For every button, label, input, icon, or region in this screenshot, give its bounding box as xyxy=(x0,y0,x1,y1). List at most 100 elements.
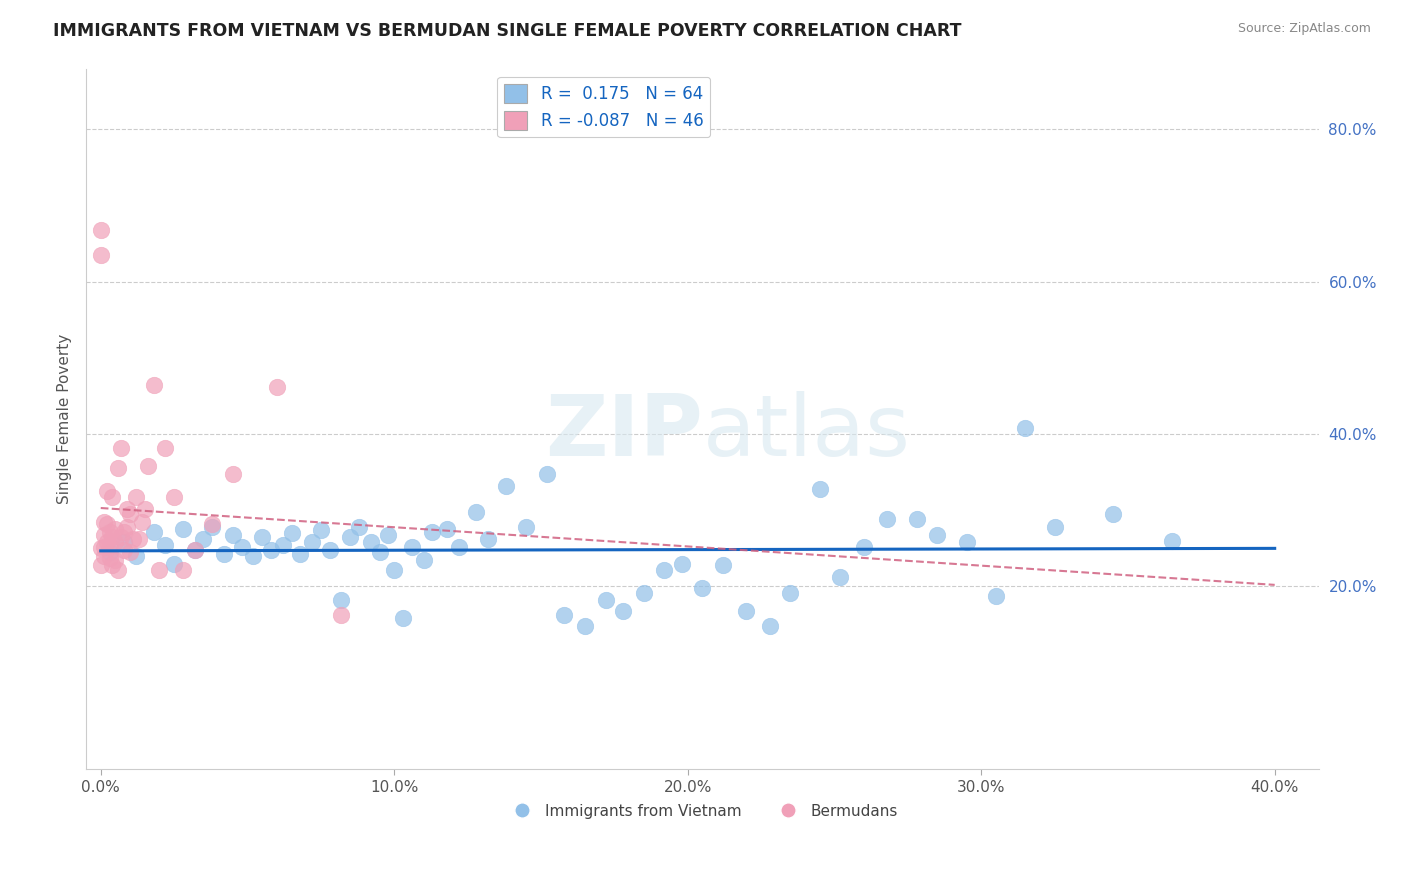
Point xyxy=(96,516,118,531)
Point xyxy=(553,608,575,623)
Point xyxy=(222,467,245,481)
Point xyxy=(1014,421,1036,435)
Point xyxy=(120,545,142,559)
Point xyxy=(107,563,129,577)
Point xyxy=(612,604,634,618)
Point xyxy=(183,543,205,558)
Point xyxy=(412,553,434,567)
Point xyxy=(290,548,312,562)
Point xyxy=(142,377,165,392)
Point xyxy=(536,467,558,481)
Point xyxy=(98,550,121,565)
Point xyxy=(330,593,353,607)
Point xyxy=(172,522,194,536)
Point xyxy=(155,538,177,552)
Point xyxy=(595,593,617,607)
Point xyxy=(447,540,470,554)
Point xyxy=(98,524,121,539)
Point xyxy=(280,526,302,541)
Point xyxy=(477,533,499,547)
Point xyxy=(692,581,714,595)
Point xyxy=(309,523,332,537)
Point xyxy=(90,223,112,237)
Point xyxy=(266,380,288,394)
Point xyxy=(382,563,405,577)
Point xyxy=(122,533,145,547)
Point xyxy=(90,248,112,262)
Point xyxy=(193,533,215,547)
Point xyxy=(1043,520,1066,534)
Point xyxy=(155,441,177,455)
Point xyxy=(984,589,1007,603)
Point xyxy=(905,512,928,526)
Point xyxy=(465,505,488,519)
Point xyxy=(93,549,115,563)
Point xyxy=(495,479,517,493)
Point xyxy=(98,540,121,554)
Point xyxy=(96,535,118,549)
Point xyxy=(222,527,245,541)
Point xyxy=(927,527,949,541)
Point xyxy=(330,608,353,623)
Point xyxy=(231,540,253,554)
Point xyxy=(671,557,693,571)
Point xyxy=(90,558,112,573)
Point xyxy=(652,563,675,577)
Text: Source: ZipAtlas.com: Source: ZipAtlas.com xyxy=(1237,22,1371,36)
Point xyxy=(808,482,831,496)
Point xyxy=(148,563,170,577)
Point xyxy=(104,522,127,536)
Point xyxy=(125,490,148,504)
Point xyxy=(422,524,444,539)
Legend: Immigrants from Vietnam, Bermudans: Immigrants from Vietnam, Bermudans xyxy=(501,797,904,825)
Point xyxy=(125,549,148,563)
Point xyxy=(242,549,264,563)
Point xyxy=(163,557,186,571)
Point xyxy=(759,619,782,633)
Point xyxy=(96,484,118,499)
Point xyxy=(142,524,165,539)
Text: ZIP: ZIP xyxy=(544,392,703,475)
Point xyxy=(401,540,423,554)
Point xyxy=(436,522,458,536)
Point xyxy=(201,516,224,531)
Point xyxy=(392,611,415,625)
Point xyxy=(134,501,156,516)
Point xyxy=(779,585,801,599)
Point xyxy=(711,558,734,573)
Point xyxy=(90,541,112,556)
Point xyxy=(101,558,124,573)
Point xyxy=(93,527,115,541)
Point xyxy=(172,563,194,577)
Point xyxy=(101,530,124,544)
Point xyxy=(574,619,596,633)
Point xyxy=(250,530,273,544)
Point xyxy=(112,524,135,539)
Point xyxy=(1161,533,1184,548)
Point xyxy=(120,507,142,521)
Point xyxy=(115,501,138,516)
Point xyxy=(101,490,124,504)
Point xyxy=(1102,507,1125,521)
Point xyxy=(112,535,135,549)
Point xyxy=(271,538,294,552)
Point xyxy=(104,553,127,567)
Point xyxy=(515,520,537,534)
Point xyxy=(301,535,323,549)
Point xyxy=(347,520,370,534)
Point xyxy=(212,548,235,562)
Point xyxy=(876,512,898,526)
Point xyxy=(852,540,875,554)
Point xyxy=(136,459,159,474)
Point xyxy=(377,527,399,541)
Point xyxy=(201,520,224,534)
Point xyxy=(104,535,127,549)
Y-axis label: Single Female Poverty: Single Female Poverty xyxy=(58,334,72,504)
Point xyxy=(339,530,361,544)
Text: atlas: atlas xyxy=(703,392,911,475)
Point xyxy=(260,543,283,558)
Point xyxy=(110,530,132,544)
Point xyxy=(93,515,115,529)
Point xyxy=(183,543,205,558)
Point xyxy=(128,533,150,547)
